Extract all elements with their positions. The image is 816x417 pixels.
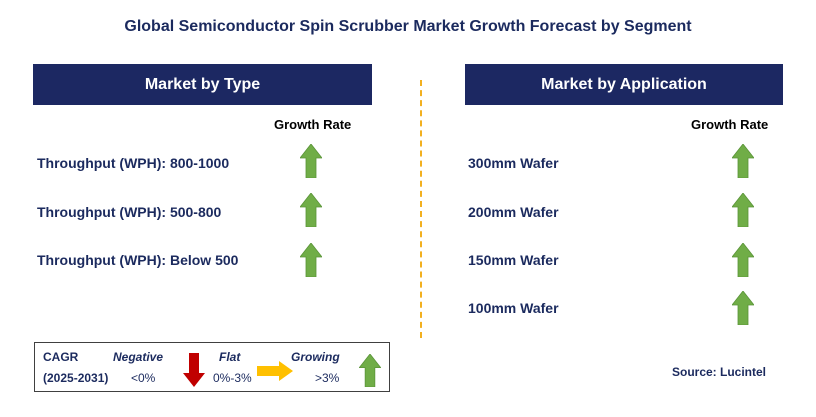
legend-negative-label: Negative bbox=[113, 350, 164, 364]
cagr-legend: CAGR (2025-2031) Negative <0% Flat 0%-3%… bbox=[34, 342, 390, 392]
type-growth-rate-label: Growth Rate bbox=[274, 117, 352, 132]
legend-negative-value: <0% bbox=[131, 371, 156, 385]
application-panel-header: Market by Application bbox=[465, 64, 783, 105]
growing-up-arrow-icon bbox=[359, 354, 381, 387]
legend-flat-value: 0%-3% bbox=[213, 371, 252, 385]
legend-flat-label: Flat bbox=[219, 350, 241, 364]
type-item-label: Throughput (WPH): 500-800 bbox=[37, 204, 222, 220]
legend-period: (2025-2031) bbox=[43, 371, 109, 385]
growth-up-arrow-icon bbox=[732, 193, 754, 227]
application-item-label: 300mm Wafer bbox=[468, 155, 559, 171]
growth-up-arrow-icon bbox=[732, 144, 754, 178]
application-growth-rate-label: Growth Rate bbox=[691, 117, 769, 132]
source-credit: Source: Lucintel bbox=[672, 365, 767, 379]
legend-growing-value: >3% bbox=[315, 371, 340, 385]
application-item-label: 100mm Wafer bbox=[468, 300, 559, 316]
application-item-label: 200mm Wafer bbox=[468, 204, 559, 220]
legend-cagr-label: CAGR bbox=[43, 350, 79, 364]
growth-up-arrow-icon bbox=[300, 144, 322, 178]
legend-growing-label: Growing bbox=[291, 350, 340, 364]
growth-up-arrow-icon bbox=[300, 193, 322, 227]
page-title: Global Semiconductor Spin Scrubber Marke… bbox=[124, 18, 692, 35]
type-item-label: Throughput (WPH): 800-1000 bbox=[37, 155, 230, 171]
growth-up-arrow-icon bbox=[300, 243, 322, 277]
type-item-label: Throughput (WPH): Below 500 bbox=[37, 252, 239, 268]
growth-up-arrow-icon bbox=[732, 291, 754, 325]
growth-up-arrow-icon bbox=[732, 243, 754, 277]
panel-divider bbox=[420, 80, 422, 338]
flat-right-arrow-icon bbox=[257, 361, 293, 381]
type-panel-header: Market by Type bbox=[33, 64, 372, 105]
negative-down-arrow-icon bbox=[183, 353, 205, 387]
application-item-label: 150mm Wafer bbox=[468, 252, 559, 268]
